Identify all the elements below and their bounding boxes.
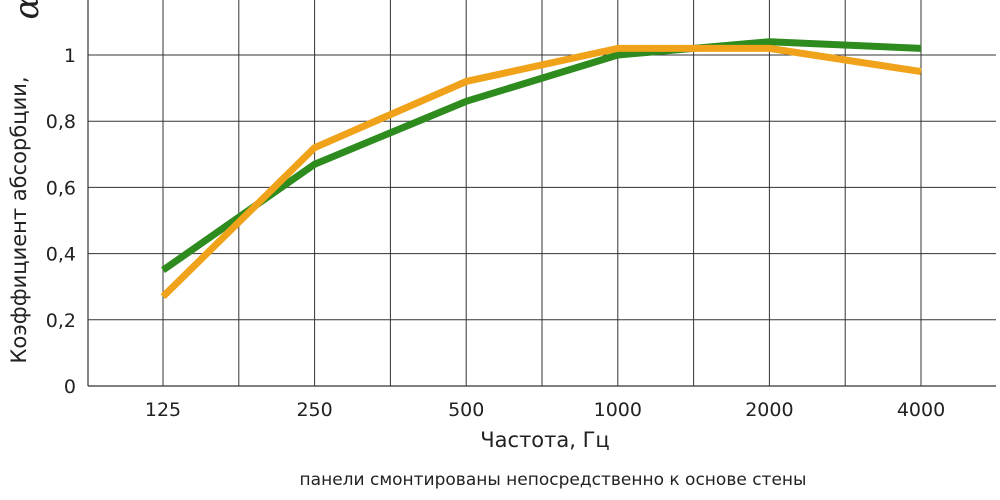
x-tick-label: 125	[145, 399, 181, 421]
x-tick-label: 250	[296, 399, 332, 421]
y-tick-label: 0,4	[46, 244, 76, 266]
y-tick-label: 1	[64, 45, 76, 67]
series-line-2	[160, 44, 922, 300]
series-layer	[160, 38, 922, 300]
series-line-1	[160, 38, 922, 274]
x-tick-labels: 125 250 500 1000 2000 4000	[145, 399, 945, 421]
y-tick-label: 0,8	[46, 111, 76, 133]
x-tick-label: 1000	[594, 399, 642, 421]
footnote: панели смонтированы непосредственно к ос…	[300, 470, 807, 490]
x-tick-label: 500	[448, 399, 484, 421]
y-axis-title-group: Коэффициент абсорбции,	[7, 76, 31, 363]
y-tick-label: 0,6	[46, 177, 76, 199]
alpha-symbol: α	[7, 0, 47, 19]
y-axis-title: Коэффициент абсорбции,	[7, 76, 31, 363]
x-axis-title: Частота, Гц	[480, 428, 609, 452]
y-tick-label: 0,2	[46, 310, 76, 332]
grid	[88, 0, 996, 386]
y-tick-labels: 0 0,2 0,4 0,6 0,8 1	[46, 45, 76, 398]
axes	[87, 0, 996, 387]
alpha-symbol-group: α	[7, 0, 47, 19]
y-tick-label: 0	[64, 376, 76, 398]
x-tick-label: 2000	[745, 399, 793, 421]
x-tick-label: 4000	[897, 399, 945, 421]
